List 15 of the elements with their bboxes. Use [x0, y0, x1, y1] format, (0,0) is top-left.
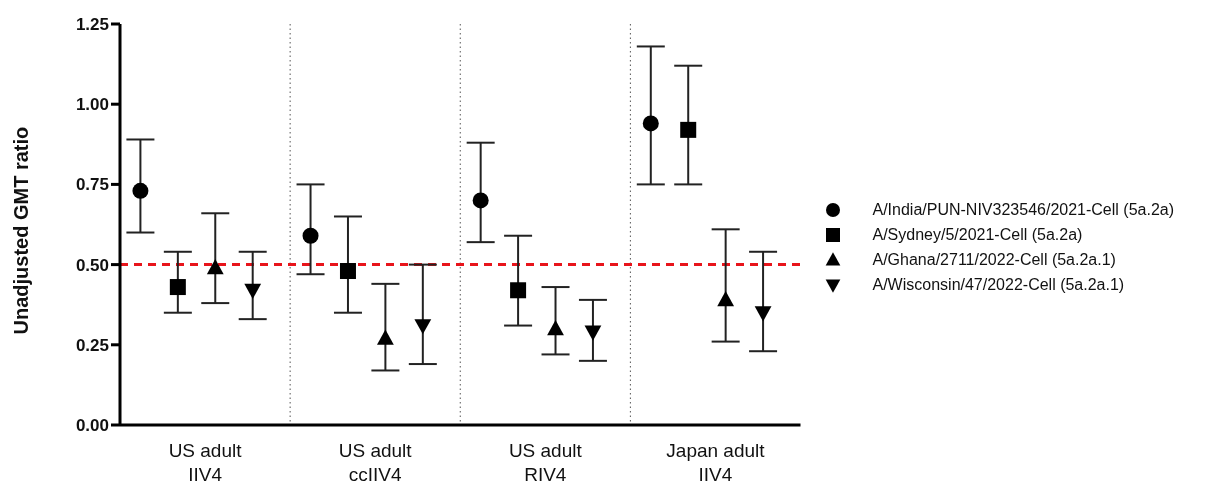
y-tick-label: 0.75: [75, 175, 109, 195]
x-tick-label: US adult ccIIV4: [338, 440, 413, 485]
y-axis-title: Unadjusted GMT ratio: [10, 126, 33, 335]
legend-label: A/India/PUN-NIV323546/2021-Cell (5a.2a): [872, 201, 1174, 219]
legend-label: A/Sydney/5/2021-Cell (5a.2a): [872, 226, 1083, 244]
x-tick-label: US adult RIV4: [508, 440, 583, 485]
x-tick-label: Japan adult IIV4: [666, 440, 766, 485]
y-tick-label: 0.25: [75, 335, 109, 355]
y-tick-label: 0.00: [75, 416, 109, 436]
y-tick-label: 0.50: [75, 255, 109, 275]
x-tick-label: US adult IIV4: [168, 440, 243, 485]
legend-label: A/Wisconsin/47/2022-Cell (5a.2a.1): [872, 276, 1125, 294]
y-tick-label: 1.00: [75, 95, 109, 115]
legend-label: A/Ghana/2711/2022-Cell (5a.2a.1): [872, 251, 1116, 269]
y-tick-label: 1.25: [75, 15, 109, 35]
